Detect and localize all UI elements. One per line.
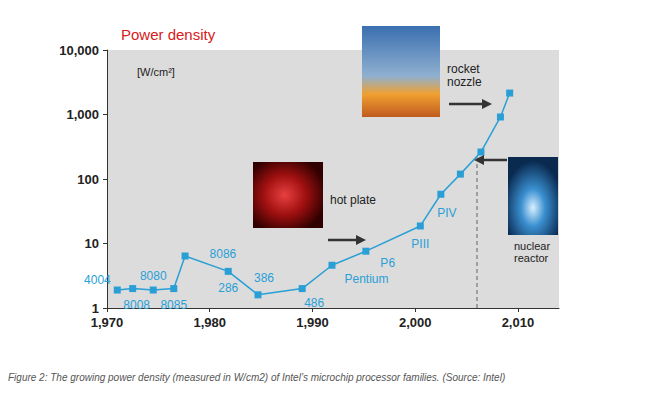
- svg-text:1,980: 1,980: [193, 315, 226, 330]
- svg-text:486: 486: [304, 296, 324, 310]
- svg-text:reactor: reactor: [514, 252, 549, 264]
- svg-text:8080: 8080: [140, 269, 167, 283]
- svg-text:Figure 2: The growing power de: Figure 2: The growing power density (mea…: [8, 372, 505, 383]
- svg-text:Power density: Power density: [121, 26, 216, 43]
- svg-text:Pentium: Pentium: [344, 272, 388, 286]
- svg-text:8086: 8086: [210, 247, 237, 261]
- svg-text:10,000: 10,000: [59, 43, 99, 58]
- svg-text:nozzle: nozzle: [447, 75, 482, 89]
- svg-text:4004: 4004: [84, 273, 111, 287]
- svg-text:386: 386: [254, 271, 274, 285]
- svg-text:[W/cm²]: [W/cm²]: [137, 66, 175, 78]
- svg-text:2,010: 2,010: [502, 315, 535, 330]
- svg-text:10: 10: [85, 236, 99, 251]
- svg-text:P6: P6: [380, 256, 395, 270]
- svg-text:2,000: 2,000: [399, 315, 432, 330]
- svg-text:PIV: PIV: [437, 206, 456, 220]
- svg-text:1,970: 1,970: [91, 315, 124, 330]
- svg-text:nuclear: nuclear: [514, 240, 550, 252]
- svg-text:100: 100: [77, 172, 99, 187]
- svg-text:8008: 8008: [123, 298, 150, 312]
- svg-text:8085: 8085: [160, 298, 187, 312]
- svg-text:1,000: 1,000: [66, 107, 99, 122]
- svg-text:286: 286: [218, 281, 238, 295]
- svg-text:hot plate: hot plate: [330, 193, 376, 207]
- svg-text:1: 1: [92, 301, 99, 316]
- svg-text:1,990: 1,990: [296, 315, 329, 330]
- svg-text:rocket: rocket: [447, 62, 480, 76]
- svg-text:PIII: PIII: [411, 237, 429, 251]
